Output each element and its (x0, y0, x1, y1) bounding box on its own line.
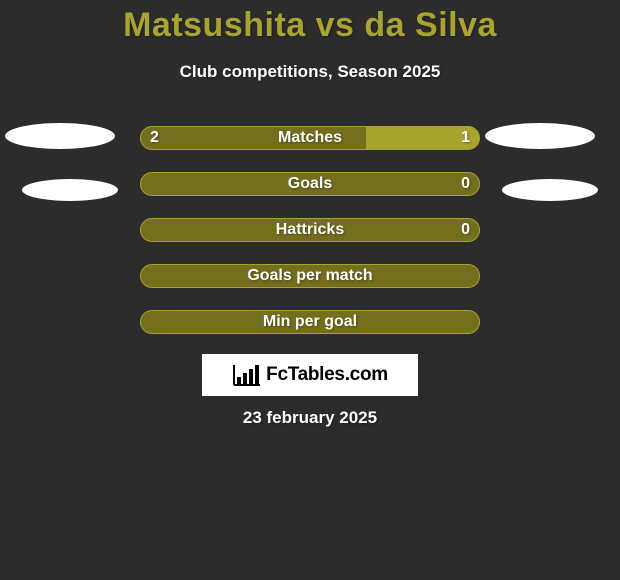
stat-row: Min per goal (140, 310, 480, 334)
stat-row: Matches21 (140, 126, 480, 150)
stat-value-right: 0 (461, 221, 470, 239)
comparison-infographic: Matsushita vs da Silva Club competitions… (0, 0, 620, 580)
player-placeholder-left2 (22, 179, 118, 201)
stat-value-right: 0 (461, 175, 470, 193)
stat-bar (140, 310, 480, 334)
stat-bar (140, 264, 480, 288)
stat-bar-left (141, 219, 479, 241)
stat-bar (140, 126, 480, 150)
stat-row: Goals per match (140, 264, 480, 288)
stat-bar-left (141, 127, 366, 149)
stat-bar-left (141, 173, 479, 195)
page-title: Matsushita vs da Silva (0, 6, 620, 45)
stat-bar-left (141, 265, 479, 287)
stat-bar (140, 218, 480, 242)
subtitle: Club competitions, Season 2025 (0, 62, 620, 82)
date-label: 23 february 2025 (0, 408, 620, 428)
player-placeholder-right1 (485, 123, 595, 149)
stat-value-right: 1 (461, 129, 470, 147)
brand-badge: FcTables.com (202, 354, 418, 396)
stat-value-left: 2 (150, 129, 159, 147)
bar-chart-icon (232, 363, 262, 387)
player-placeholder-left1 (5, 123, 115, 149)
stat-row: Goals0 (140, 172, 480, 196)
stat-bar-left (141, 311, 479, 333)
stat-bar (140, 172, 480, 196)
player-placeholder-right2 (502, 179, 598, 201)
stat-row: Hattricks0 (140, 218, 480, 242)
brand-badge-text: FcTables.com (266, 364, 388, 386)
